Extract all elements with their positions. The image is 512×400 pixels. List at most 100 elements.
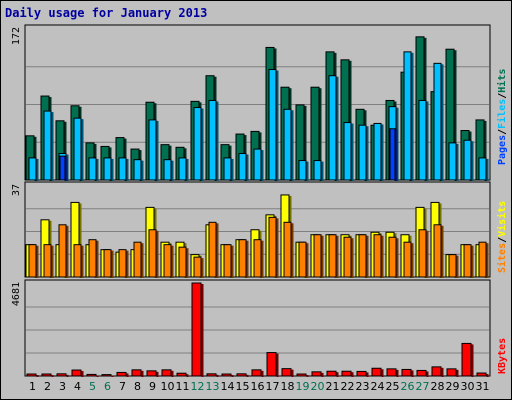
chart-title: Daily usage for January 2013 — [5, 6, 208, 20]
sites-bar-day-9-shade — [156, 230, 159, 278]
kbytes-bar-day-11 — [176, 372, 187, 377]
sites-bar-day-14-shade — [231, 245, 234, 278]
x-tick-label-day-3: 3 — [59, 380, 66, 393]
files-bar-day-19-shade — [306, 161, 309, 181]
kbytes-bar-day-21-shade — [336, 372, 339, 377]
files-bar-day-20-shade — [321, 161, 324, 181]
x-tick-label-day-28: 28 — [431, 380, 445, 393]
legend-sites-visits: Sites/Visits — [496, 201, 508, 273]
files-bar-day-7 — [118, 157, 127, 181]
files-bar-day-15-shade — [246, 154, 249, 181]
x-tick-label-day-29: 29 — [446, 380, 460, 393]
files-bar-day-16-shade — [261, 150, 264, 181]
sites-bar-day-14 — [223, 244, 232, 278]
x-tick-label-day-27: 27 — [416, 380, 430, 393]
hits-bar-day-29-shade — [454, 50, 457, 181]
visits-bar-day-4-shade — [79, 203, 82, 278]
sites-bar-day-12-shade — [201, 258, 204, 278]
kbytes-bar-day-13 — [206, 373, 217, 377]
kbytes-bar-day-17-shade — [276, 353, 279, 377]
sites-bar-day-2 — [43, 244, 52, 278]
legend-kbytes: KBytes — [497, 338, 508, 374]
sites-bar-day-19 — [298, 241, 307, 278]
kbytes-bar-day-24 — [371, 367, 382, 377]
files-bar-day-23-shade — [366, 126, 369, 181]
sites-bar-day-25 — [388, 236, 397, 278]
kbytes-bar-day-20 — [311, 371, 322, 377]
sites-bar-day-8-shade — [141, 243, 144, 278]
files-bar-day-11 — [178, 157, 187, 181]
kbytes-bar-day-16-shade — [261, 370, 264, 377]
x-tick-label-day-1: 1 — [29, 380, 36, 393]
kbytes-bar-day-4-shade — [81, 371, 84, 377]
kbytes-bar-day-28 — [431, 366, 442, 377]
files-bar-day-13 — [208, 99, 217, 181]
sites-bar-day-16 — [253, 239, 262, 278]
pages-bar-day-3-shade — [65, 157, 68, 181]
kbytes-bar-day-31 — [476, 372, 487, 377]
sites-bar-day-21 — [328, 234, 337, 278]
kbytes-bar-day-24-shade — [381, 369, 384, 377]
kbytes-bar-day-9-shade — [156, 371, 159, 377]
kbytes-bar-day-4 — [71, 369, 82, 377]
sites-bar-day-4-shade — [81, 245, 84, 278]
kbytes-bar-day-18-shade — [291, 369, 294, 377]
legend-hits-files-pages: Pages/Files/Hits — [496, 69, 508, 165]
sites-bar-day-22 — [343, 236, 352, 278]
x-tick-label-day-19: 19 — [296, 380, 310, 393]
files-bar-day-24-shade — [381, 124, 384, 181]
x-tick-label-day-23: 23 — [356, 380, 370, 393]
files-bar-day-30-shade — [471, 141, 474, 181]
x-tick-label-day-11: 11 — [176, 380, 190, 393]
files-bar-day-29 — [448, 142, 457, 181]
x-tick-label-day-6: 6 — [104, 380, 111, 393]
legend-sites-visits-separator: / — [497, 237, 508, 243]
x-tick-label-day-26: 26 — [401, 380, 415, 393]
files-bar-day-23 — [358, 124, 367, 181]
kbytes-bar-day-22 — [341, 370, 352, 377]
kbytes-bar-day-19-shade — [306, 375, 309, 377]
kbytes-bar-day-10 — [161, 369, 172, 377]
sites-bar-day-17-shade — [276, 218, 279, 278]
kbytes-bar-day-31-shade — [486, 374, 489, 377]
files-bar-day-11-shade — [186, 158, 189, 181]
kbytes-bar-day-7 — [116, 371, 127, 377]
x-tick-label-day-21: 21 — [326, 380, 340, 393]
legend-kbytes-kbytes: KBytes — [497, 338, 508, 374]
visits-axis-max-label: 37 — [11, 184, 22, 196]
sites-bar-day-18 — [283, 221, 292, 278]
sites-bar-day-23 — [358, 234, 367, 278]
files-bar-day-10-shade — [171, 160, 174, 181]
kbytes-bar-day-28-shade — [441, 367, 444, 377]
files-bar-day-12-shade — [201, 108, 204, 181]
sites-bar-day-29-shade — [456, 255, 459, 278]
kbytes-bar-day-23-shade — [366, 372, 369, 377]
files-bar-day-13-shade — [216, 101, 219, 181]
sites-bar-day-26-shade — [411, 243, 414, 278]
sites-bar-day-20 — [313, 234, 322, 278]
sites-bar-day-6 — [103, 249, 112, 278]
kbytes-bar-day-6 — [101, 374, 112, 377]
x-tick-label-day-31: 31 — [476, 380, 490, 393]
x-tick-label-day-12: 12 — [191, 380, 205, 393]
hits-bar-day-19-shade — [304, 105, 307, 181]
sites-bar-day-6-shade — [111, 250, 114, 278]
kbytes-bar-day-14-shade — [231, 375, 234, 377]
files-bar-day-14-shade — [231, 158, 234, 181]
files-bar-day-14 — [223, 157, 232, 181]
kbytes-bar-day-3-shade — [66, 374, 69, 377]
files-bar-day-21 — [328, 75, 337, 181]
files-bar-day-29-shade — [456, 143, 459, 181]
kbytes-bar-day-17 — [266, 352, 277, 377]
files-bar-day-15 — [238, 152, 247, 181]
sites-bar-day-23-shade — [366, 235, 369, 278]
sites-bar-day-10 — [163, 244, 172, 278]
sites-bar-day-24 — [373, 234, 382, 278]
legend-sites-visits-visits: Visits — [496, 201, 508, 237]
hits-bar-day-20-shade — [319, 88, 322, 181]
files-bar-day-16 — [253, 148, 262, 181]
kbytes-bar-day-5-shade — [96, 375, 99, 377]
files-bar-day-1-shade — [36, 158, 39, 181]
kbytes-bar-day-8-shade — [141, 370, 144, 377]
sites-bar-day-21-shade — [336, 235, 339, 278]
